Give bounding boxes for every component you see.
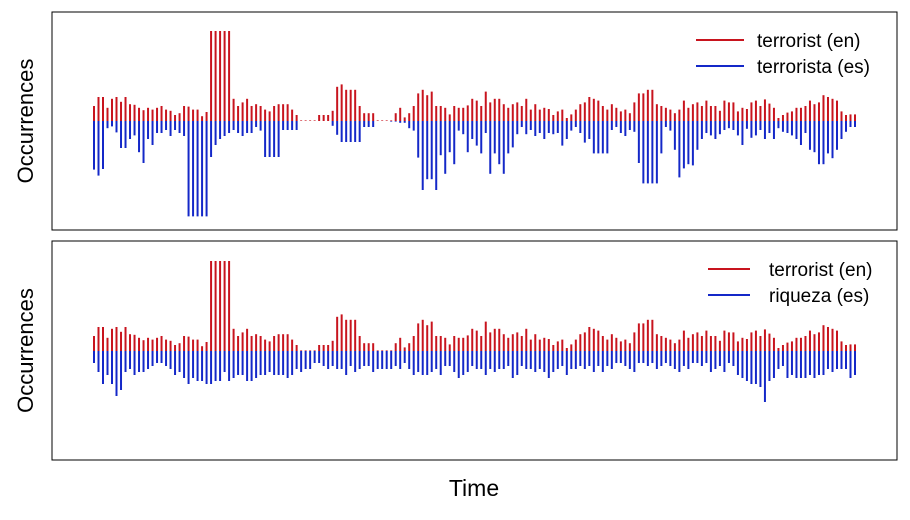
legend: terrorist (en) terrorista (es) bbox=[696, 31, 870, 78]
x-axis-label: Time bbox=[449, 475, 499, 501]
chart-panel-2: Occurrences terrorist (en) riqueza (es) bbox=[13, 240, 898, 461]
legend: terrorist (en) riqueza (es) bbox=[708, 260, 872, 307]
chart-panel-1: Occurrences terrorist (en) terrorista (es) bbox=[13, 11, 898, 231]
plot-frame bbox=[51, 240, 898, 461]
y-axis-label: Occurrences bbox=[13, 288, 38, 413]
bars-group bbox=[93, 261, 856, 402]
legend-label-1: terrorist (en) bbox=[769, 260, 872, 281]
legend-label-2: riqueza (es) bbox=[769, 286, 869, 307]
y-axis-label: Occurrences bbox=[13, 59, 38, 184]
bars-group bbox=[93, 31, 856, 217]
legend-label-1: terrorist (en) bbox=[757, 31, 860, 52]
legend-label-2: terrorista (es) bbox=[757, 57, 870, 78]
plot-frame bbox=[51, 11, 898, 231]
